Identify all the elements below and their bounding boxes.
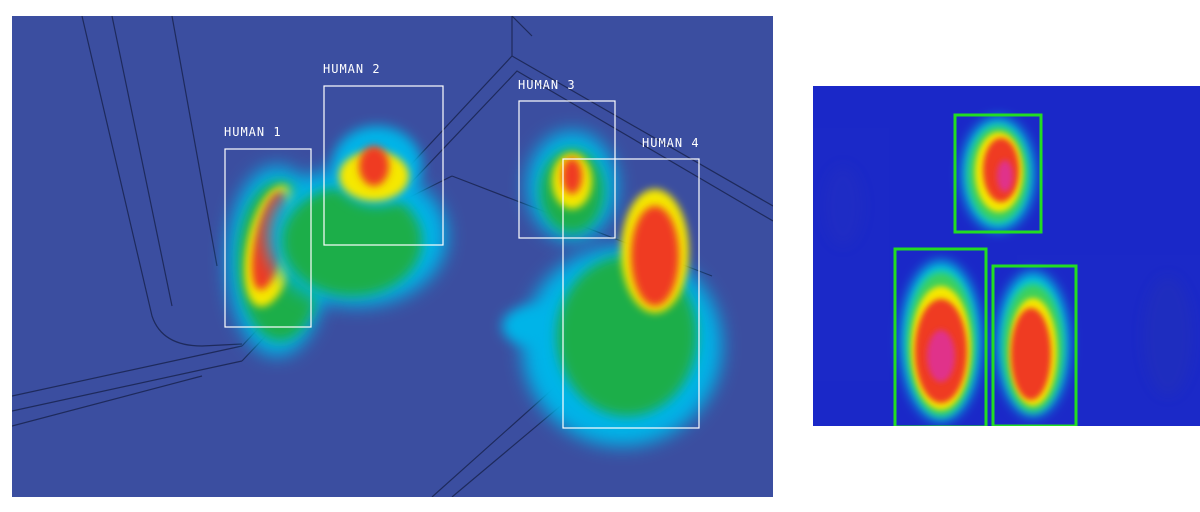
right-thermal-canvas	[813, 86, 1200, 426]
detection-box-human-4: HUMAN 4	[562, 136, 700, 429]
heat-blob-human-3	[527, 131, 617, 241]
detection-box-right	[991, 264, 1078, 426]
detection-box-left	[893, 247, 988, 426]
thermal-person-top	[962, 118, 1034, 230]
detection-label-human-3: HUMAN 3	[518, 78, 576, 92]
left-heatmap-canvas: HUMAN 1 HUMAN 2 HUMAN 3 HUMAN 4	[12, 16, 773, 497]
thermal-person-right	[997, 272, 1069, 416]
detection-label-human-2: HUMAN 2	[323, 62, 381, 76]
heat-blob-human-2	[267, 126, 447, 306]
heat-blob-human-4	[502, 189, 722, 446]
detection-label-human-4: HUMAN 4	[642, 136, 700, 150]
detection-box-human-2: HUMAN 2	[323, 62, 444, 246]
left-heatmap-view: HUMAN 1 HUMAN 2 HUMAN 3 HUMAN 4	[12, 16, 773, 497]
detection-box-human-1: HUMAN 1	[224, 125, 312, 328]
right-thermal-view	[813, 86, 1200, 426]
thermal-person-left	[901, 261, 981, 421]
detection-box-top	[953, 113, 1043, 234]
detection-box-human-3: HUMAN 3	[518, 78, 616, 239]
detection-label-human-1: HUMAN 1	[224, 125, 282, 139]
